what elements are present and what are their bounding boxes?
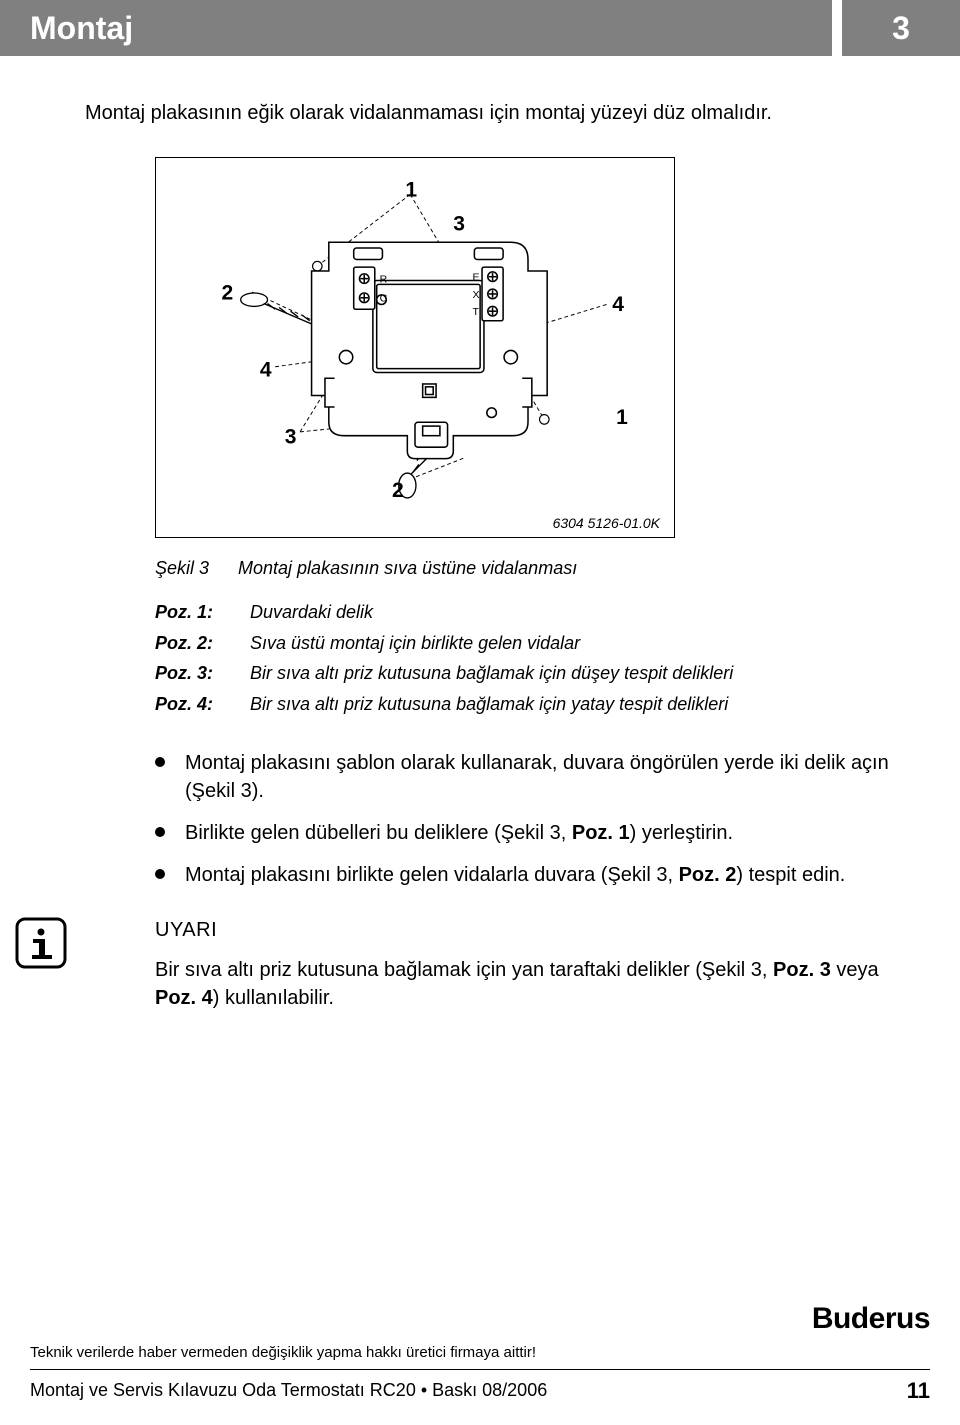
callout-4b: 4 [612, 293, 624, 316]
footer-rule: Montaj ve Servis Kılavuzu Oda Termostatı… [30, 1369, 930, 1405]
figure-box: R C E X T 1 1 2 2 3 3 4 [155, 157, 675, 538]
page-number: 11 [907, 1378, 930, 1404]
header-gap [832, 0, 842, 56]
callout-3a: 3 [453, 213, 465, 236]
header-left: Montaj [0, 0, 832, 56]
note-ref: Poz. 3 [773, 959, 831, 981]
instruction-item: Montaj plakasını birlikte gelen vidalarl… [155, 861, 900, 889]
header-title: Montaj [30, 10, 133, 47]
brand-logo: Buderus [812, 1302, 930, 1336]
note-text: Bir sıva altı priz kutusuna bağlamak içi… [155, 956, 900, 1012]
header-right: 3 [842, 0, 960, 56]
callout-2a: 2 [222, 282, 234, 305]
page: Montaj 3 Montaj plakasının eğik olarak v… [0, 0, 960, 1425]
instruction-text: Birlikte gelen dübelleri bu deliklere (Ş… [185, 822, 572, 844]
poz-row: Poz. 1: Duvardaki delik [155, 597, 900, 628]
note-text-pre: Bir sıva altı priz kutusuna bağlamak içi… [155, 959, 773, 981]
poz-row: Poz. 3: Bir sıva altı priz kutusuna bağl… [155, 658, 900, 689]
figure-code: 6304 5126-01.0K [166, 515, 664, 531]
note-heading: UYARI [155, 919, 900, 942]
footer-left: Montaj ve Servis Kılavuzu Oda Termostatı… [30, 1380, 547, 1401]
figure-wrapper: R C E X T 1 1 2 2 3 3 4 [155, 157, 900, 538]
note-block: UYARI Bir sıva altı priz kutusuna bağlam… [85, 919, 900, 1012]
instruction-text: ) yerleştirin. [630, 822, 733, 844]
poz-val: Bir sıva altı priz kutusuna bağlamak içi… [250, 689, 728, 720]
terminal-t-label: T [472, 306, 479, 318]
callout-4a: 4 [260, 358, 272, 381]
terminal-c-label: C [380, 293, 388, 305]
poz-key: Poz. 4: [155, 689, 250, 720]
terminal-r-label: R [380, 273, 388, 285]
terminal-x-label: X [472, 289, 479, 301]
poz-key: Poz. 2: [155, 628, 250, 659]
instruction-text: Montaj plakasını şablon olarak kullanara… [185, 752, 889, 802]
figure-caption-text: Montaj plakasının sıva üstüne vidalanmas… [238, 558, 577, 578]
poz-val: Sıva üstü montaj için birlikte gelen vid… [250, 628, 580, 659]
mounting-plate-diagram: R C E X T 1 1 2 2 3 3 4 [166, 168, 664, 508]
poz-val: Duvardaki delik [250, 597, 373, 628]
poz-val: Bir sıva altı priz kutusuna bağlamak içi… [250, 658, 733, 689]
callout-1a: 1 [405, 178, 417, 201]
info-icon [15, 917, 67, 969]
position-list: Poz. 1: Duvardaki delik Poz. 2: Sıva üst… [155, 597, 900, 719]
terminal-e-label: E [472, 272, 479, 284]
section-number: 3 [892, 10, 910, 47]
note-ref: Poz. 4 [155, 987, 213, 1009]
page-footer: Buderus Teknik verilerde haber vermeden … [30, 1344, 930, 1405]
note-text-mid: veya [831, 959, 879, 981]
figure-caption: Şekil 3 Montaj plakasının sıva üstüne vi… [155, 558, 900, 579]
poz-row: Poz. 4: Bir sıva altı priz kutusuna bağl… [155, 689, 900, 720]
instruction-item: Birlikte gelen dübelleri bu deliklere (Ş… [155, 819, 900, 847]
instruction-text: Montaj plakasını birlikte gelen vidalarl… [185, 864, 679, 886]
header-bar: Montaj 3 [0, 0, 960, 56]
instruction-text: ) tespit edin. [736, 864, 845, 886]
intro-text: Montaj plakasının eğik olarak vidalanmam… [85, 100, 900, 127]
instruction-ref: Poz. 2 [679, 864, 737, 886]
poz-key: Poz. 1: [155, 597, 250, 628]
poz-row: Poz. 2: Sıva üstü montaj için birlikte g… [155, 628, 900, 659]
note-text-post: ) kullanılabilir. [213, 987, 334, 1009]
footer-note: Teknik verilerde haber vermeden değişikl… [30, 1344, 930, 1361]
instruction-ref: Poz. 1 [572, 822, 630, 844]
instruction-item: Montaj plakasını şablon olarak kullanara… [155, 749, 900, 805]
poz-key: Poz. 3: [155, 658, 250, 689]
content-body: Montaj plakasının eğik olarak vidalanmam… [85, 100, 900, 1012]
instruction-list: Montaj plakasını şablon olarak kullanara… [155, 749, 900, 889]
callout-3b: 3 [285, 425, 297, 448]
callout-2b: 2 [392, 479, 404, 502]
figure-caption-label: Şekil 3 [155, 558, 233, 579]
callout-1b: 1 [616, 406, 628, 429]
